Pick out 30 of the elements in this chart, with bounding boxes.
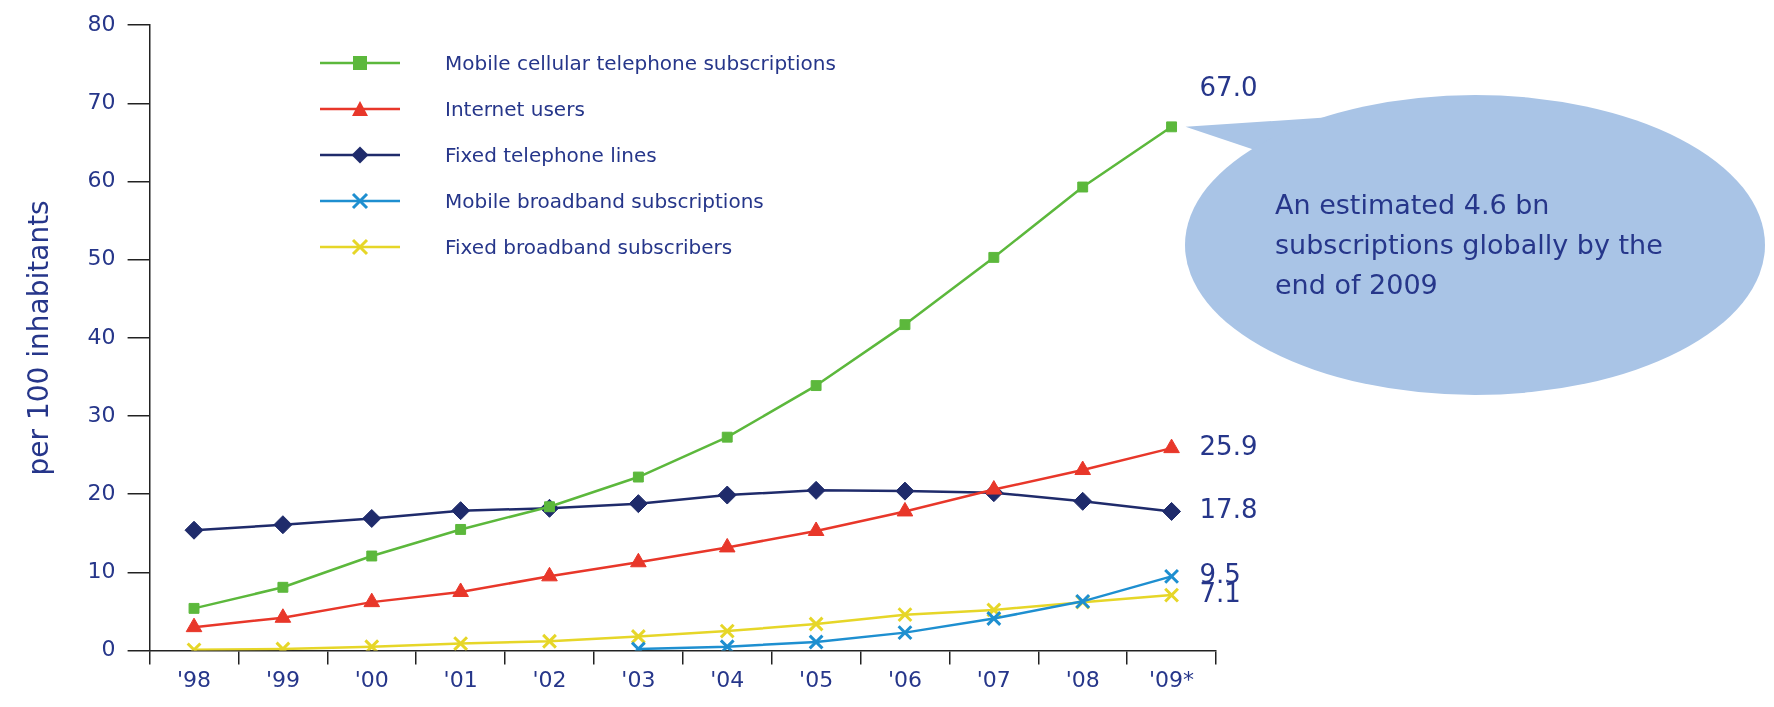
x-tick-label: '98 <box>177 666 212 692</box>
y-tick-label: 50 <box>87 245 116 271</box>
y-tick-label: 20 <box>87 479 116 505</box>
legend-label: Mobile cellular telephone subscriptions <box>445 51 836 75</box>
y-axis-title: per 100 inhabitants <box>22 200 56 476</box>
y-tick-label: 30 <box>87 401 116 427</box>
y-tick-label: 70 <box>87 89 116 115</box>
speech-bubble: An estimated 4.6 bn subscriptions globally by the end of 2009 <box>1185 95 1765 395</box>
x-tick-label: '06 <box>887 666 922 692</box>
x-tick-label: '99 <box>265 666 300 692</box>
x-tick-label: '02 <box>532 666 567 692</box>
legend-label: Mobile broadband subscriptions <box>445 189 764 213</box>
legend-label: Fixed telephone lines <box>445 143 657 167</box>
x-tick-label: '00 <box>354 666 389 692</box>
y-tick-label: 40 <box>87 323 116 349</box>
x-tick-label: '07 <box>976 666 1011 692</box>
x-tick-label: '04 <box>710 666 745 692</box>
legend-label: Internet users <box>445 97 585 121</box>
x-tick-label: '05 <box>799 666 834 692</box>
legend-label: Fixed broadband subscribers <box>445 235 733 259</box>
x-tick-label: '08 <box>1065 666 1100 692</box>
y-tick-label: 60 <box>87 167 116 193</box>
data-label: 25.9 <box>1199 430 1258 461</box>
y-tick-label: 10 <box>87 558 116 584</box>
data-label: 17.8 <box>1199 494 1258 525</box>
x-tick-label: '03 <box>621 666 656 692</box>
x-tick-label: '09* <box>1149 666 1195 692</box>
y-tick-label: 0 <box>101 636 116 662</box>
x-tick-label: '01 <box>443 666 478 692</box>
y-tick-label: 80 <box>87 10 116 36</box>
